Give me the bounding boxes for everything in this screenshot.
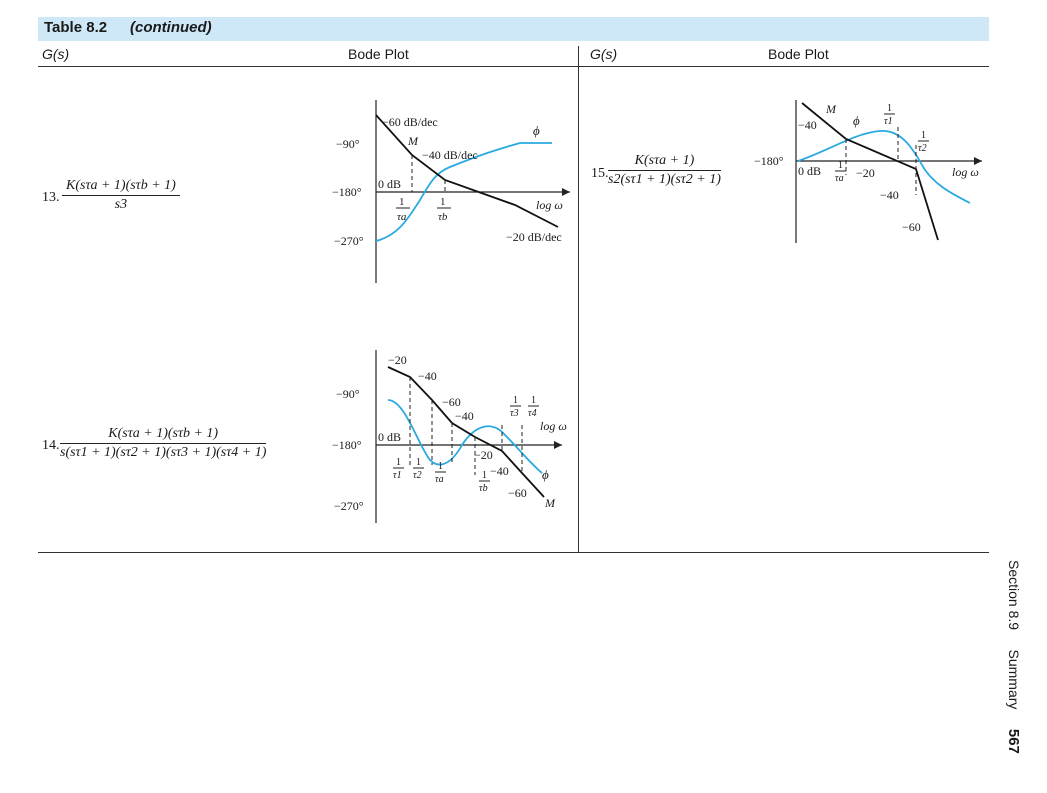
plot14-tau-1: τ1: [393, 470, 402, 481]
table-continued: (continued): [130, 19, 212, 36]
plot13-phase-curve: [375, 142, 552, 242]
plot13-axis-arrow: [562, 188, 570, 196]
plot13-frac-one-b: 1: [440, 196, 446, 208]
plot14-tau-b: τb: [479, 483, 488, 494]
plot15-slope-40b: −40: [880, 188, 899, 202]
plot13-tau-a: τa: [397, 211, 407, 223]
header-bode-left: Bode Plot: [348, 46, 409, 62]
plot14-magnitude-curve: [387, 366, 545, 498]
plot13-slope-20: −20 dB/dec: [506, 230, 562, 244]
plot15-frac-one-a: 1: [838, 160, 843, 171]
plot13-slope-40: −40 dB/dec: [422, 148, 478, 162]
plot14-frac-one-4: 1: [531, 395, 536, 406]
row13-number: 13.: [42, 190, 60, 205]
plot15-slope-60: −60: [902, 220, 921, 234]
plot14-odb: 0 dB: [378, 430, 401, 444]
plot14-tau-4: τ4: [528, 408, 537, 419]
row14-numerator: K(sτa + 1)(sτb + 1): [60, 426, 267, 444]
row14-denominator: s(sτ1 + 1)(sτ2 + 1)(sτ3 + 1)(sτ4 + 1): [60, 445, 267, 460]
plot14-tau-2: τ2: [413, 470, 422, 481]
plot13-phi: ϕ: [533, 123, 540, 138]
plot13-odb: 0 dB: [378, 177, 401, 191]
header-rule: [38, 66, 989, 67]
plot15-logw: log ω: [952, 165, 979, 179]
footer-summary: Summary: [1006, 649, 1022, 710]
table-label: Table 8.2: [44, 19, 108, 36]
plot15-frac-one-2: 1: [921, 130, 926, 141]
plot14-slope-40a: −40: [418, 369, 437, 383]
row14-number: 14.: [42, 438, 60, 453]
plot13-frac-one-a: 1: [399, 196, 405, 208]
footer-section: Section 8.9: [1006, 560, 1022, 631]
table-title-bar: Table 8.2 (continued): [38, 17, 989, 41]
plot15-tau-2: τ2: [918, 143, 927, 154]
bode-plot-14: −90° −180° −270° 0 dB −20 −40 −60 −40 −2…: [332, 350, 567, 523]
plot14-frac-one-a: 1: [438, 461, 443, 472]
plot14-frac-one-2: 1: [416, 457, 421, 468]
plot13-M: M: [407, 134, 419, 148]
plot14-phase-curve: [387, 399, 543, 474]
plot15-frac-one-1: 1: [887, 103, 892, 114]
plot15-tau-1: τ1: [884, 116, 893, 127]
plot14-slope-40b: −40: [455, 409, 474, 423]
plot13-deg-180: −180°: [332, 185, 362, 199]
plot13-deg-90: −90°: [336, 137, 360, 151]
plot14-deg-270: −270°: [334, 499, 364, 513]
plot14-frac-one-3: 1: [513, 395, 518, 406]
bode-plot-13: −90° −180° −270° 0 dB −60 dB/dec M −40 d…: [332, 100, 570, 283]
plot14-phi: ϕ: [542, 467, 549, 482]
bode-plot-15: −180° 0 dB −40 −20 −40 −60 M ϕ log ω 1 τ…: [754, 100, 982, 243]
footer-page-number: 567: [1005, 728, 1022, 754]
plot14-slope-20a: −20: [388, 353, 407, 367]
plot14-deg-90: −90°: [336, 387, 360, 401]
page-footer: Section 8.9 Summary 567: [1002, 560, 1022, 760]
row13-denominator: s3: [114, 197, 128, 212]
row13-formula: K(sτa + 1)(sτb + 1) s3: [62, 178, 180, 213]
plot14-tau-3: τ3: [510, 408, 519, 419]
plot15-axis-arrow: [974, 157, 982, 165]
plot15-slope-40a: −40: [798, 118, 817, 132]
plot15-phase-curve: [797, 130, 971, 204]
plot14-slope-60a: −60: [442, 395, 461, 409]
plot14-slope-40c: −40: [490, 464, 509, 478]
plot15-deg-180: −180°: [754, 154, 784, 168]
plot14-logw: log ω: [540, 419, 567, 433]
header-bode-right: Bode Plot: [768, 46, 829, 62]
row15-denominator: s2(sτ1 + 1)(sτ2 + 1): [608, 172, 721, 187]
plot14-slope-20b: −20: [474, 448, 493, 462]
row14-formula: K(sτa + 1)(sτb + 1) s(sτ1 + 1)(sτ2 + 1)(…: [60, 426, 267, 461]
plot14-axis-arrow: [554, 441, 562, 449]
plot15-tau-a: τa: [835, 173, 844, 184]
row15-number: 15.: [591, 166, 609, 181]
plot14-frac-one-b: 1: [482, 470, 487, 481]
plot13-tau-b: τb: [438, 211, 448, 223]
plot15-odb: 0 dB: [798, 164, 821, 178]
plot13-deg-270: −270°: [334, 234, 364, 248]
plot14-M: M: [544, 496, 556, 510]
plot15-M: M: [825, 102, 837, 116]
row15-formula: K(sτa + 1) s2(sτ1 + 1)(sτ2 + 1): [608, 153, 721, 188]
bottom-rule: [38, 552, 989, 553]
plot13-logw: log ω: [536, 198, 563, 212]
plot14-tau-a: τa: [435, 474, 444, 485]
column-divider: [578, 46, 579, 552]
row15-numerator: K(sτa + 1): [608, 153, 721, 171]
plot13-slope-60: −60 dB/dec: [382, 115, 438, 129]
plot14-frac-one-1: 1: [396, 457, 401, 468]
header-gs-left: G(s): [42, 46, 70, 62]
plot15-magnitude-curve: [801, 102, 939, 241]
row13-numerator: K(sτa + 1)(sτb + 1): [62, 178, 180, 196]
plot15-slope-20: −20: [856, 166, 875, 180]
plot15-phi: ϕ: [853, 113, 860, 128]
header-gs-right: G(s): [590, 46, 618, 62]
plot14-slope-60b: −60: [508, 486, 527, 500]
plot14-deg-180: −180°: [332, 438, 362, 452]
